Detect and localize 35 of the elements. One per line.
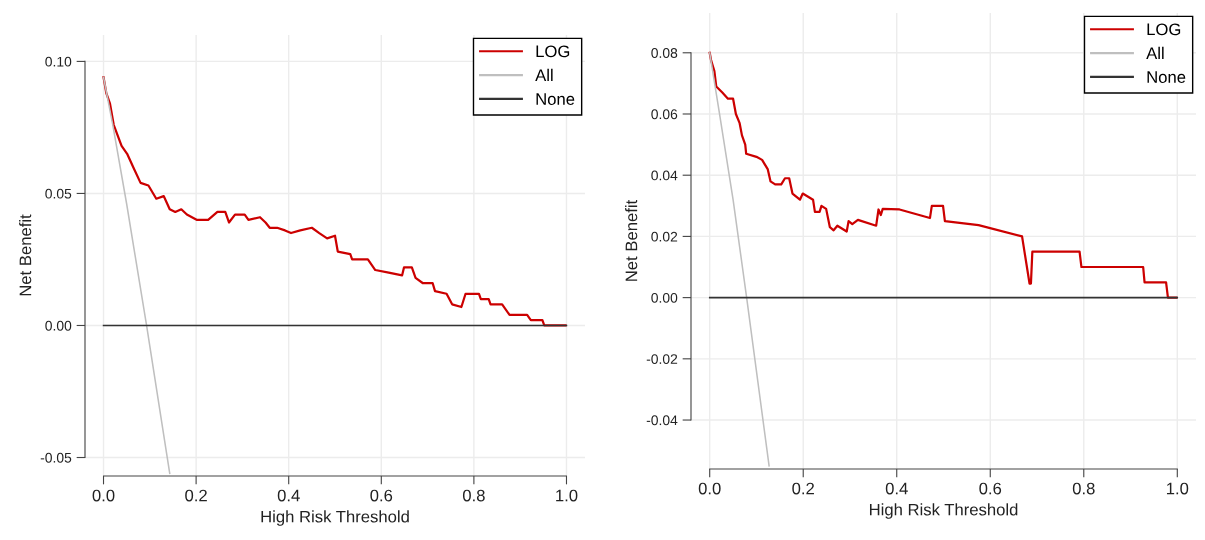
y-tick-label: 0.10 <box>45 56 72 67</box>
y-tick-label: 0.00 <box>651 292 678 303</box>
legend-label: LOG <box>536 45 570 58</box>
legend-label: None <box>1147 71 1186 83</box>
x-tick-label: 0.8 <box>1072 482 1095 495</box>
y-tick-label: 0.04 <box>651 170 678 181</box>
x-tick-label: 0.6 <box>370 489 393 502</box>
legend-label: All <box>1146 46 1164 59</box>
y-tick-label: 0.08 <box>651 48 678 58</box>
x-axis-title: High Risk Threshold <box>261 510 409 526</box>
x-tick-label: 1.0 <box>556 489 578 502</box>
legend-label: None <box>536 93 575 105</box>
legend-label: All <box>535 68 553 81</box>
y-tick-label: 0.00 <box>45 320 72 331</box>
x-tick-label: 0.6 <box>979 482 1002 495</box>
x-tick-label: 0.0 <box>92 489 115 502</box>
y-axis-title: Net Benefit <box>19 214 32 296</box>
line-series <box>708 52 770 467</box>
x-tick-label: 0.4 <box>277 489 300 502</box>
x-tick-label: 1.0 <box>1166 482 1189 495</box>
x-tick-label: 0.4 <box>885 482 908 495</box>
y-tick-label: -0.02 <box>646 354 678 364</box>
y-tick-label: -0.04 <box>646 415 678 426</box>
x-tick-label: 0.0 <box>698 482 721 495</box>
y-tick-label: -0.05 <box>40 452 72 463</box>
line-series <box>102 76 171 475</box>
x-tick-label: 0.2 <box>792 482 814 495</box>
x-axis-title: High Risk Threshold <box>869 503 1018 519</box>
y-tick-label: 0.06 <box>651 109 678 120</box>
x-tick-label: 0.2 <box>185 489 207 502</box>
y-tick-label: 0.02 <box>651 231 678 242</box>
y-axis-title: Net Benefit <box>625 199 638 281</box>
x-tick-label: 0.8 <box>462 489 485 502</box>
legend-label: LOG <box>1147 23 1181 36</box>
y-tick-label: 0.05 <box>45 188 72 199</box>
